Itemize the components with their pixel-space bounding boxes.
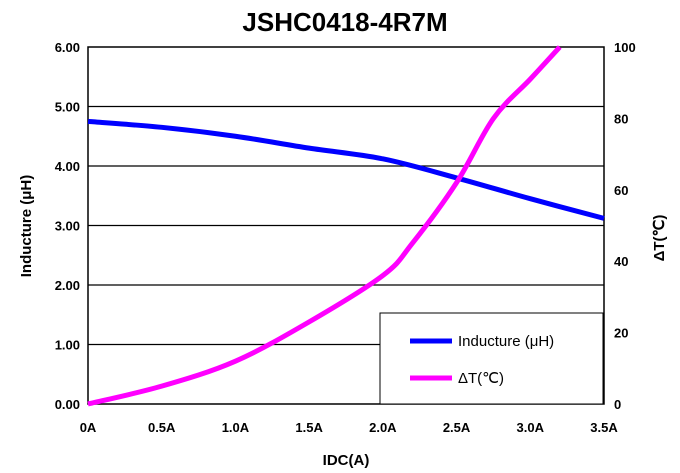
plot-area-frame <box>87 46 605 405</box>
y-tick-label: 4.00 <box>55 159 80 174</box>
y2-tick-label: 80 <box>614 111 628 126</box>
x-tick-label: 3.5A <box>590 420 618 435</box>
series-line-temperature <box>87 45 562 407</box>
y2-axis-ticks: 0 20 40 60 80 100 <box>614 40 636 412</box>
x-tick-label: 2.5A <box>443 420 471 435</box>
x-tick-label: 0A <box>80 420 97 435</box>
chart-title: JSHC0418-4R7M <box>242 7 447 37</box>
x-tick-label: 3.0A <box>517 420 545 435</box>
legend-box <box>379 312 604 405</box>
x-tick-label: 1.5A <box>295 420 323 435</box>
x-axis-ticks: 0A 0.5A 1.0A 1.5A 2.0A 2.5A 3.0A 3.5A <box>80 420 619 435</box>
x-tick-label: 1.0A <box>222 420 250 435</box>
y-tick-label: 3.00 <box>55 219 80 234</box>
y2-tick-label: 100 <box>614 40 636 55</box>
x-tick-label: 0.5A <box>148 420 176 435</box>
x-axis-label: IDC(A) <box>323 452 370 469</box>
y-axis-ticks: 0.00 1.00 2.00 3.00 4.00 5.00 6.00 <box>55 40 80 412</box>
y-tick-label: 2.00 <box>55 278 80 293</box>
series-lines <box>87 45 605 407</box>
y2-axis-label: ΔT(℃) <box>651 215 668 262</box>
gridlines <box>88 105 604 346</box>
legend: Inducture (μH) ΔT(℃) <box>379 312 604 405</box>
y2-tick-label: 60 <box>614 183 628 198</box>
x-tick-label: 2.0A <box>369 420 397 435</box>
y2-tick-label: 0 <box>614 397 621 412</box>
legend-label-inductance: Inducture (μH) <box>458 333 554 350</box>
y2-tick-label: 20 <box>614 326 628 341</box>
y2-tick-label: 40 <box>614 254 628 269</box>
series-line-inductance <box>87 118 605 221</box>
y-tick-label: 0.00 <box>55 397 80 412</box>
y-tick-label: 6.00 <box>55 40 80 55</box>
legend-label-temperature: ΔT(℃) <box>458 370 504 387</box>
y-tick-label: 1.00 <box>55 338 80 353</box>
y-tick-label: 5.00 <box>55 100 80 115</box>
y-axis-label: Inducture (μH) <box>18 175 35 278</box>
